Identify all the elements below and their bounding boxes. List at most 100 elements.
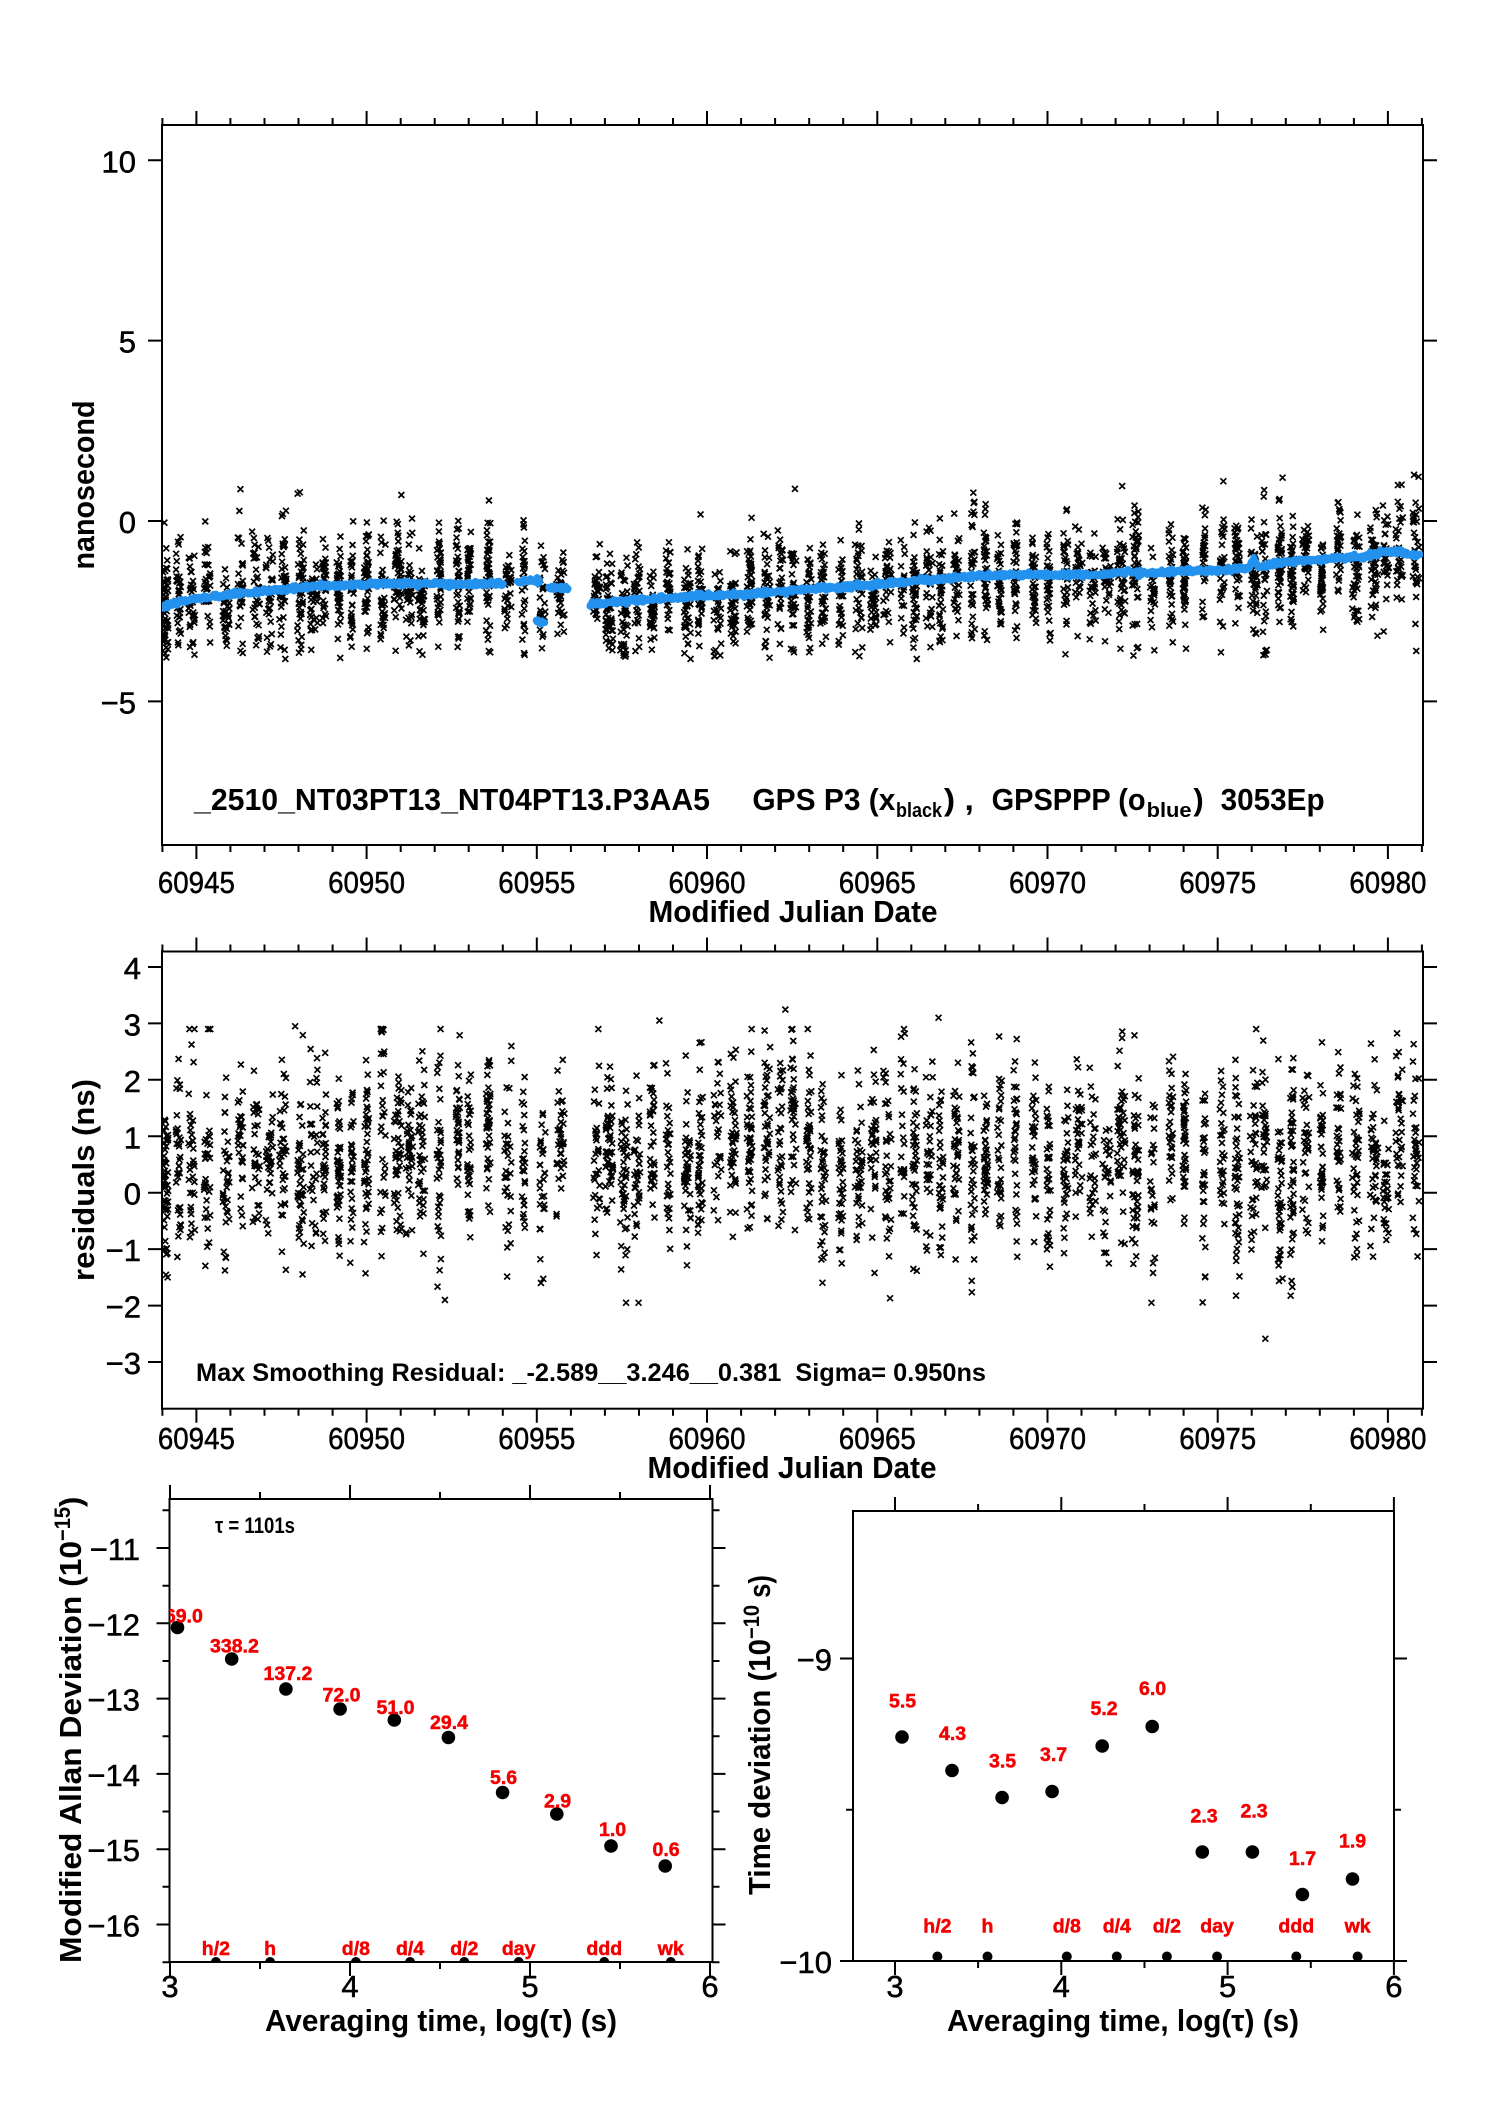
svg-text:−12: −12 xyxy=(87,1607,140,1642)
svg-text:−15: −15 xyxy=(50,1507,75,1541)
svg-text:black: black xyxy=(896,800,943,822)
svg-text:338.2: 338.2 xyxy=(210,1636,259,1658)
svg-text:−16: −16 xyxy=(87,1909,140,1944)
svg-text:d/4: d/4 xyxy=(1103,1916,1131,1938)
svg-text:5: 5 xyxy=(521,1969,538,2004)
svg-text:3.7: 3.7 xyxy=(1040,1744,1067,1766)
svg-text:d/2: d/2 xyxy=(1153,1916,1181,1938)
svg-text:ddd: ddd xyxy=(1278,1916,1314,1938)
svg-text:Time deviation (10: Time deviation (10 xyxy=(742,1639,777,1895)
svg-text:60965: 60965 xyxy=(839,1421,916,1456)
svg-text:60950: 60950 xyxy=(328,865,405,900)
svg-text:τ = 1101s: τ = 1101s xyxy=(215,1513,295,1538)
svg-text:3053Ep: 3053Ep xyxy=(1221,782,1325,817)
svg-text:60945: 60945 xyxy=(158,1421,235,1456)
svg-text:−14: −14 xyxy=(87,1758,140,1793)
svg-text:137.2: 137.2 xyxy=(264,1663,313,1685)
svg-text:5.5: 5.5 xyxy=(889,1691,916,1713)
svg-text:1: 1 xyxy=(124,1120,141,1155)
svg-text:day: day xyxy=(1200,1916,1234,1938)
svg-text:3: 3 xyxy=(124,1007,141,1042)
svg-text:6.0: 6.0 xyxy=(1139,1678,1166,1700)
svg-text:−9: −9 xyxy=(797,1643,832,1678)
svg-text:5: 5 xyxy=(1219,1969,1236,2004)
svg-text:0.6: 0.6 xyxy=(653,1839,680,1861)
svg-text:−2: −2 xyxy=(106,1290,141,1325)
svg-text:60980: 60980 xyxy=(1349,1421,1426,1456)
svg-text:60955: 60955 xyxy=(498,865,575,900)
svg-text:−15: −15 xyxy=(87,1833,140,1868)
svg-text:wk: wk xyxy=(657,1938,684,1960)
svg-text:1.9: 1.9 xyxy=(1339,1831,1366,1853)
svg-text:5: 5 xyxy=(119,325,136,360)
svg-text:h/2: h/2 xyxy=(202,1938,230,1960)
svg-text:2: 2 xyxy=(124,1064,141,1099)
svg-text:d/8: d/8 xyxy=(342,1938,370,1960)
svg-text:60945: 60945 xyxy=(158,865,235,900)
svg-text:0: 0 xyxy=(119,505,136,540)
svg-text:4: 4 xyxy=(341,1969,358,2004)
svg-text:5.6: 5.6 xyxy=(490,1767,517,1789)
svg-text:Modified Allan Deviation (10: Modified Allan Deviation (10 xyxy=(53,1541,88,1963)
svg-text:Modified Julian Date: Modified Julian Date xyxy=(649,894,938,929)
svg-text:GPS P3 (x: GPS P3 (x xyxy=(752,782,896,817)
svg-text:10: 10 xyxy=(102,144,136,179)
svg-text:60960: 60960 xyxy=(669,1421,746,1456)
svg-text:ddd: ddd xyxy=(586,1938,622,1960)
svg-text:4: 4 xyxy=(1053,1969,1070,2004)
svg-text:4: 4 xyxy=(124,951,141,986)
svg-text:72.0: 72.0 xyxy=(323,1685,361,1707)
svg-text:1.0: 1.0 xyxy=(599,1819,626,1841)
svg-text:): ) xyxy=(53,1497,88,1507)
svg-text:60970: 60970 xyxy=(1009,1421,1086,1456)
svg-text:−3: −3 xyxy=(106,1346,141,1381)
svg-text:d/4: d/4 xyxy=(396,1938,424,1960)
svg-text:60955: 60955 xyxy=(498,1421,575,1456)
svg-text:Averaging time, log(τ) (s): Averaging time, log(τ) (s) xyxy=(265,2003,617,2038)
svg-text:60975: 60975 xyxy=(1179,1421,1256,1456)
svg-text:569.0: 569.0 xyxy=(154,1606,203,1628)
svg-text:wk: wk xyxy=(1344,1916,1371,1938)
svg-text:nanosecond: nanosecond xyxy=(66,401,101,570)
svg-text:0: 0 xyxy=(124,1177,141,1212)
svg-text:blue: blue xyxy=(1147,800,1192,822)
svg-text:−5: −5 xyxy=(101,685,136,720)
svg-text:Modified Julian Date: Modified Julian Date xyxy=(648,1450,937,1485)
svg-text:h: h xyxy=(264,1938,276,1960)
svg-text:60970: 60970 xyxy=(1009,865,1086,900)
svg-text:2.3: 2.3 xyxy=(1241,1801,1268,1823)
svg-text:60975: 60975 xyxy=(1179,865,1256,900)
svg-text:h/2: h/2 xyxy=(923,1916,951,1938)
svg-text:Averaging time, log(τ) (s): Averaging time, log(τ) (s) xyxy=(947,2003,1299,2038)
svg-text:Max Smoothing Residual: _-2.58: Max Smoothing Residual: _-2.589__3.246__… xyxy=(196,1359,986,1387)
svg-text:2.3: 2.3 xyxy=(1191,1806,1218,1828)
svg-text:h: h xyxy=(982,1916,994,1938)
svg-text:60980: 60980 xyxy=(1349,865,1426,900)
svg-text:2.9: 2.9 xyxy=(544,1791,571,1813)
svg-text:51.0: 51.0 xyxy=(377,1697,415,1719)
svg-text:d/2: d/2 xyxy=(450,1938,478,1960)
svg-text:29.4: 29.4 xyxy=(430,1712,468,1734)
svg-text:3: 3 xyxy=(161,1969,178,2004)
svg-text:−13: −13 xyxy=(87,1683,140,1718)
svg-text:GPSPPP (o: GPSPPP (o xyxy=(992,782,1146,817)
svg-text:6: 6 xyxy=(701,1969,718,2004)
svg-text:3.5: 3.5 xyxy=(989,1751,1016,1773)
svg-text:60960: 60960 xyxy=(669,865,746,900)
svg-text:60950: 60950 xyxy=(328,1421,405,1456)
svg-text:−10: −10 xyxy=(739,1605,764,1639)
svg-text:s): s) xyxy=(742,1575,777,1605)
svg-text:6: 6 xyxy=(1385,1969,1402,2004)
svg-text:_2510_NT03PT13_NT04PT13.P3AA5: _2510_NT03PT13_NT04PT13.P3AA5 xyxy=(193,782,710,817)
svg-text:3: 3 xyxy=(886,1969,903,2004)
svg-text:4.3: 4.3 xyxy=(939,1723,966,1745)
svg-text:1.7: 1.7 xyxy=(1289,1848,1316,1870)
svg-text:residuals (ns): residuals (ns) xyxy=(66,1079,101,1281)
svg-text:5.2: 5.2 xyxy=(1091,1698,1118,1720)
svg-text:): ) xyxy=(1193,782,1203,817)
svg-text:d/8: d/8 xyxy=(1053,1916,1081,1938)
svg-text:−1: −1 xyxy=(106,1233,141,1268)
svg-text:) ,: ) , xyxy=(944,782,974,817)
svg-text:−10: −10 xyxy=(779,1945,832,1980)
svg-text:60965: 60965 xyxy=(839,865,916,900)
